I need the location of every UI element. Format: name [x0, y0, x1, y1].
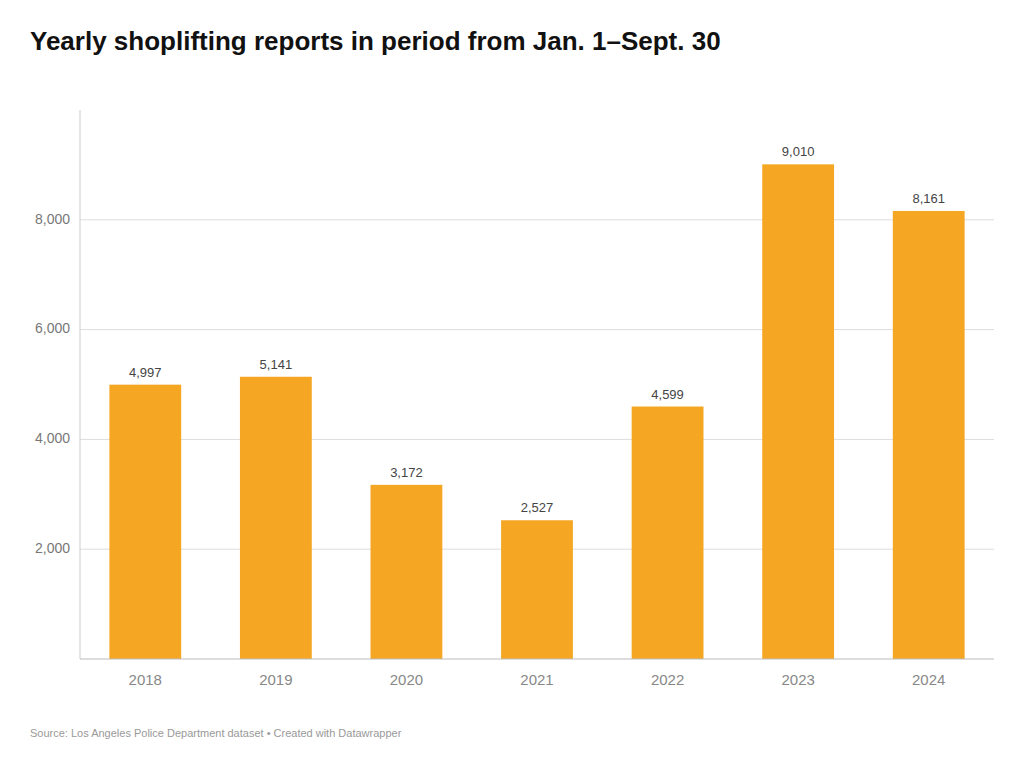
grid-line: [80, 439, 994, 440]
data-label: 5,141: [260, 357, 293, 372]
y-tick-label: 4,000: [35, 430, 70, 446]
data-label: 2,527: [521, 500, 554, 515]
x-axis-line: [80, 658, 994, 659]
x-tick-label: 2021: [520, 671, 553, 688]
grid-line: [80, 329, 994, 330]
data-label: 8,161: [912, 191, 945, 206]
grid-line: [80, 219, 994, 220]
bar: [893, 211, 965, 659]
data-label: 4,599: [651, 387, 684, 402]
title: Yearly shoplifting reports in period fro…: [30, 26, 721, 56]
bar: [371, 485, 443, 659]
y-tick-label: 6,000: [35, 320, 70, 336]
x-tick-label: 2019: [259, 671, 292, 688]
bar: [240, 377, 312, 659]
x-tick-label: 2022: [651, 671, 684, 688]
grid: [80, 220, 994, 549]
bar: [501, 520, 573, 659]
data-label: 9,010: [782, 144, 815, 159]
y-tick-label: 8,000: [35, 211, 70, 227]
bar: [632, 407, 704, 659]
x-tick-label: 2018: [129, 671, 162, 688]
bars: [109, 164, 964, 659]
x-tick-label: 2020: [390, 671, 423, 688]
bar: [109, 385, 181, 659]
y-tick-label: 2,000: [35, 540, 70, 556]
chart: Yearly shoplifting reports in period fro…: [0, 0, 1024, 759]
y-axis-line: [80, 110, 81, 659]
source-note: Source: Los Angeles Police Department da…: [30, 727, 402, 739]
bar: [762, 164, 834, 659]
data-label: 3,172: [390, 465, 423, 480]
data-label: 4,997: [129, 365, 162, 380]
x-tick-label: 2023: [781, 671, 814, 688]
x-tick-label: 2024: [912, 671, 945, 688]
